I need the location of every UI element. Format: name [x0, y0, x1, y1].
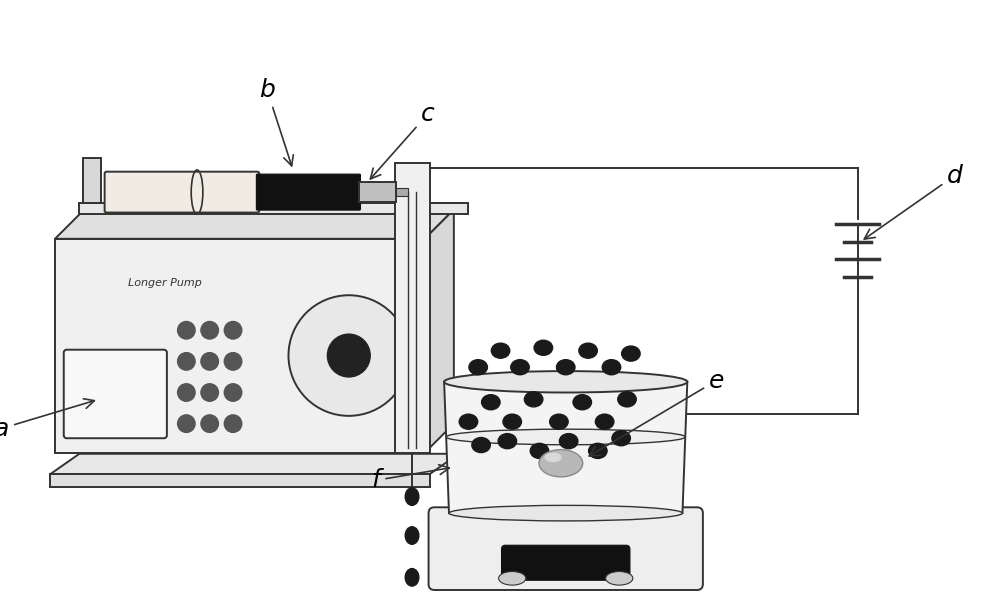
Ellipse shape: [499, 572, 526, 585]
Text: a: a: [0, 399, 94, 441]
Circle shape: [178, 322, 195, 339]
Ellipse shape: [472, 438, 490, 453]
Polygon shape: [55, 239, 425, 453]
Ellipse shape: [550, 414, 568, 429]
Text: b: b: [259, 78, 293, 166]
Polygon shape: [395, 163, 430, 453]
Ellipse shape: [589, 443, 607, 458]
Ellipse shape: [612, 431, 630, 446]
Ellipse shape: [444, 371, 687, 393]
Circle shape: [201, 384, 218, 401]
Polygon shape: [50, 454, 459, 474]
Circle shape: [201, 322, 218, 339]
Ellipse shape: [606, 572, 633, 585]
Text: c: c: [370, 103, 434, 179]
Ellipse shape: [573, 395, 592, 410]
Ellipse shape: [405, 527, 419, 544]
FancyBboxPatch shape: [359, 182, 396, 202]
Polygon shape: [50, 474, 430, 487]
Ellipse shape: [602, 360, 621, 375]
Ellipse shape: [544, 453, 562, 463]
FancyBboxPatch shape: [502, 545, 630, 580]
Polygon shape: [79, 203, 468, 214]
Text: Longer Pump: Longer Pump: [128, 277, 202, 288]
Ellipse shape: [559, 433, 578, 449]
Ellipse shape: [405, 569, 419, 586]
Circle shape: [178, 353, 195, 370]
Ellipse shape: [595, 414, 614, 429]
Polygon shape: [425, 209, 454, 453]
Ellipse shape: [459, 414, 478, 429]
Ellipse shape: [469, 360, 487, 375]
Ellipse shape: [482, 395, 500, 410]
Text: f: f: [372, 465, 449, 492]
Polygon shape: [83, 158, 101, 203]
Circle shape: [201, 415, 218, 432]
Circle shape: [224, 353, 242, 370]
Ellipse shape: [524, 392, 543, 407]
Ellipse shape: [539, 450, 583, 477]
FancyBboxPatch shape: [396, 188, 408, 196]
FancyBboxPatch shape: [256, 174, 360, 210]
Ellipse shape: [446, 429, 685, 445]
Circle shape: [327, 334, 370, 377]
Ellipse shape: [556, 360, 575, 375]
Ellipse shape: [511, 360, 529, 375]
Ellipse shape: [530, 443, 549, 458]
Ellipse shape: [579, 343, 597, 358]
FancyBboxPatch shape: [105, 172, 259, 212]
Ellipse shape: [503, 414, 521, 429]
Text: d: d: [864, 163, 963, 239]
Polygon shape: [444, 382, 687, 513]
Ellipse shape: [491, 343, 510, 358]
Text: e: e: [589, 368, 724, 456]
Circle shape: [178, 384, 195, 401]
Ellipse shape: [622, 346, 640, 361]
Circle shape: [288, 295, 409, 416]
Circle shape: [224, 384, 242, 401]
Circle shape: [224, 415, 242, 432]
Ellipse shape: [534, 340, 553, 355]
Circle shape: [224, 322, 242, 339]
Ellipse shape: [449, 506, 682, 521]
FancyBboxPatch shape: [429, 507, 703, 590]
Ellipse shape: [618, 392, 636, 407]
Ellipse shape: [405, 488, 419, 506]
Polygon shape: [55, 209, 454, 239]
Circle shape: [201, 353, 218, 370]
Ellipse shape: [498, 433, 517, 449]
Circle shape: [178, 415, 195, 432]
FancyBboxPatch shape: [64, 350, 167, 438]
